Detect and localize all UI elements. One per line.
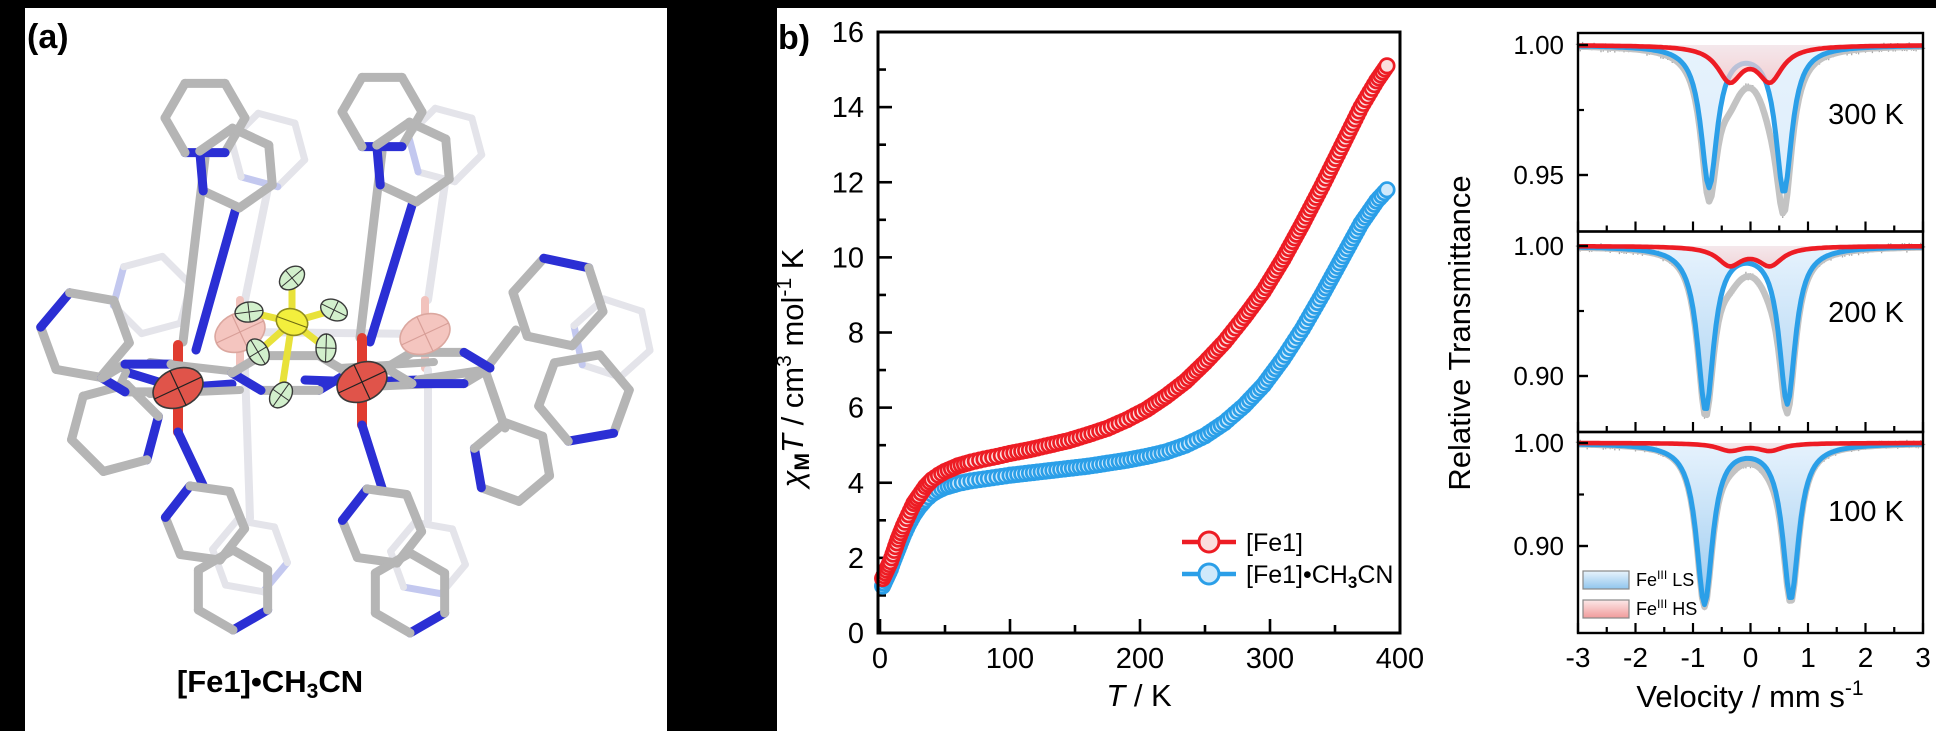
- chart-b-spines: [876, 30, 1402, 635]
- y-tick-label: 10: [832, 242, 864, 274]
- moss-x-tick-label: -1: [1681, 642, 1706, 673]
- chart-b-ticks: [878, 30, 1402, 635]
- moss-y-tick-label: 1.00: [1513, 30, 1564, 60]
- panel-a-label: (a): [27, 18, 69, 56]
- series-fe1-ch3cn: [874, 181, 1396, 595]
- moessbauer-panel-100K: 1.00 0.90 100 K: [1513, 428, 1926, 635]
- x-tick-label: 100: [986, 643, 1034, 675]
- moss-y-tick-label: 1.00: [1513, 231, 1564, 261]
- molecule-structure-drawing: [Fe1]•CH3CN: [36, 72, 654, 703]
- chart-b-xlabel: T / K: [1106, 678, 1172, 713]
- legend-swatch: [1582, 599, 1630, 619]
- moessbauer-charts: 1.00 0.95 300 K 1.00 0.90 200 K 1.00 0.90 100 K -…: [1442, 30, 1931, 714]
- y-tick-label: 16: [832, 17, 864, 49]
- anion-guest: [234, 265, 349, 409]
- total-fit-curve: [1577, 244, 1924, 419]
- fe-atom-back: [399, 312, 451, 356]
- moss-y-tick-label: 0.95: [1513, 160, 1564, 190]
- anion-ligand-atom: [278, 265, 306, 291]
- panel-b-charts-region: 0 100 200 300 400 0 2 4 6 8 10 12 14 16 [Fe1] [Fe1]•CH3…: [777, 8, 1936, 731]
- chart-b-ylabel: χMT / cm3 mol-1 K: [777, 248, 814, 490]
- fe3-hs-fill: [1578, 246, 1923, 267]
- experimental-data-points: [1575, 242, 1926, 419]
- moessbauer-panel-300K: 1.00 0.95 300 K: [1513, 30, 1926, 233]
- legend-entry-label: [Fe1]•CH3CN: [1246, 561, 1393, 592]
- panel-a-caption: [Fe1]•CH3CN: [177, 664, 363, 703]
- y-tick-label: 8: [848, 318, 864, 350]
- panel-a-crystal-structure: [Fe1]•CH3CN (a): [25, 8, 667, 731]
- moss-ylabel: Relative Transmittance: [1442, 175, 1477, 490]
- x-tick-label: 0: [872, 643, 888, 675]
- y-tick-label: 6: [848, 393, 864, 425]
- anion-center-atom: [275, 307, 309, 337]
- fe3-hs-curve: [1578, 440, 1923, 454]
- charts-drawing: 0 100 200 300 4000246810121416[Fe1][Fe1]•CH3…: [777, 17, 1931, 714]
- anion-ligand-atom: [315, 333, 337, 363]
- moss-y-tick-label: 1.00: [1513, 428, 1564, 458]
- y-tick-label: 2: [848, 543, 864, 575]
- moss-x-tick-label: -2: [1623, 642, 1648, 673]
- fe3-hs-curve: [1578, 43, 1923, 86]
- moss-x-tick-label: 1: [1800, 642, 1816, 673]
- series-fe1: [874, 57, 1396, 588]
- anion-ligand-atom: [234, 301, 264, 323]
- moss-y-tick-label: 0.90: [1513, 361, 1564, 391]
- moss-legend-label: FeIII LS: [1636, 568, 1694, 590]
- susceptibility-chart: 0 100 200 300 400 0 2 4 6 8 10 12 14 16 [Fe1] [Fe1]•CH3…: [777, 17, 1424, 713]
- y-tick-label: 12: [832, 167, 864, 199]
- x-tick-label: 200: [1116, 643, 1164, 675]
- y-tick-label: 4: [848, 468, 864, 500]
- fe-atom-front: [336, 360, 388, 404]
- moss-x-tick-label: 0: [1743, 642, 1759, 673]
- fe3-hs-curve: [1578, 244, 1923, 269]
- y-tick-label: 0: [848, 618, 864, 650]
- y-tick-label: 14: [832, 92, 864, 124]
- moss-x-tick-label: 3: [1915, 642, 1931, 673]
- moss-y-tick-label: 0.90: [1513, 531, 1564, 561]
- fe-atom-front: [152, 366, 204, 410]
- x-tick-label: 400: [1376, 643, 1424, 675]
- moss-legend: FeIII LS FeIII HS: [1582, 568, 1697, 619]
- temperature-label: 100 K: [1828, 496, 1904, 528]
- moessbauer-panel-200K: 1.00 0.90 200 K: [1513, 230, 1926, 434]
- legend-swatch: [1582, 570, 1630, 590]
- temperature-label: 200 K: [1828, 297, 1904, 329]
- panel-b-label: b): [778, 19, 811, 57]
- moss-xlabel: Velocity / mm s-1: [1636, 677, 1863, 714]
- moss-x-tick-label: 2: [1858, 642, 1874, 673]
- temperature-label: 300 K: [1828, 99, 1904, 131]
- chart-b-legend: [Fe1] [Fe1]•CH3CN: [1182, 529, 1393, 592]
- moss-legend-label: FeIII HS: [1636, 597, 1697, 619]
- anion-ligand-atom: [268, 381, 294, 409]
- x-tick-label: 300: [1246, 643, 1294, 675]
- moss-panel-border: [1576, 430, 1925, 635]
- legend-entry-label: [Fe1]: [1246, 529, 1303, 557]
- molecule-cage: [36, 72, 654, 638]
- anion-ligand-atom: [246, 338, 270, 366]
- fe3-hs-fill: [1578, 45, 1923, 83]
- fe3-ls-curve: [1577, 441, 1924, 608]
- anion-ligand-atom: [319, 298, 349, 322]
- moss-x-tick-label: -3: [1566, 642, 1591, 673]
